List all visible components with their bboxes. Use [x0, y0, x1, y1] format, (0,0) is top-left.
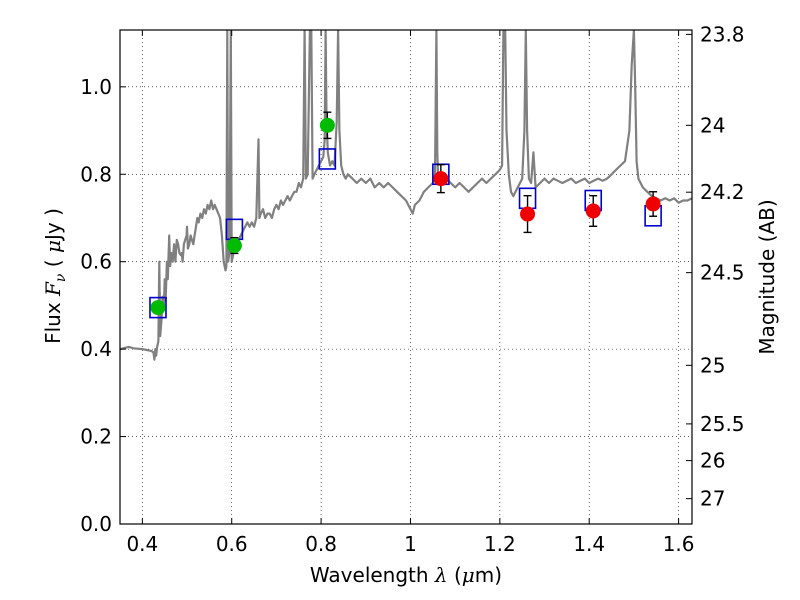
- y-tick-label: 0.8: [80, 162, 112, 186]
- y-tick-label: 1.0: [80, 75, 112, 99]
- observed-nir-point: [433, 171, 449, 187]
- y-axis-label: Flux Fν ( μJy ): [41, 208, 69, 344]
- x-axis-label: Wavelength λ (μm): [310, 563, 502, 587]
- observed-optical-point: [226, 238, 242, 254]
- x-tick-label: 1: [404, 532, 417, 556]
- plot-frame: [119, 29, 693, 525]
- axis-ticks: 0.4 0.6 0.8 1 1.2 1.4 1.6 0.0 0.2 0.4 0.6 0.8 1.0 23.…: [80, 22, 744, 556]
- observed-optical-point: [150, 300, 166, 316]
- model-photometry-square: [318, 148, 337, 170]
- magnitude-tick-label: 27: [700, 487, 725, 511]
- magnitude-tick-label: 24.2: [700, 180, 745, 204]
- data-markers-layer: [149, 111, 662, 319]
- magnitude-tick-label: 25.5: [700, 412, 745, 436]
- magnitude-tick-label: 23.8: [700, 22, 745, 46]
- x-tick-label: 1.4: [573, 532, 605, 556]
- magnitude-tick-label: 26: [700, 449, 725, 473]
- y-tick-label: 0.6: [80, 250, 112, 274]
- x-tick-label: 1.6: [663, 532, 695, 556]
- model-spectrum-line: [120, 30, 692, 361]
- magnitude-tick-label: 24: [700, 113, 725, 137]
- observed-nir-point: [645, 196, 661, 212]
- magnitude-tick-label: 24.5: [700, 261, 745, 285]
- observed-nir-point: [585, 203, 601, 219]
- model-photometry-square: [149, 296, 167, 319]
- x-tick-label: 1.2: [484, 532, 516, 556]
- observed-nir-point: [520, 206, 536, 222]
- y-tick-label: 0.4: [80, 337, 112, 361]
- grid-lines: [120, 30, 692, 525]
- magnitude-tick-label: 25: [700, 353, 725, 377]
- x-tick-label: 0.8: [305, 532, 337, 556]
- y-tick-label: 0.0: [80, 512, 112, 536]
- x-tick-label: 0.6: [216, 532, 248, 556]
- y-tick-label: 0.2: [80, 425, 112, 449]
- x-tick-label: 0.4: [126, 532, 158, 556]
- model-spectrum-layer: [120, 30, 692, 361]
- magnitude-axis-label: Magnitude (AB): [755, 199, 779, 354]
- observed-optical-point: [319, 117, 335, 133]
